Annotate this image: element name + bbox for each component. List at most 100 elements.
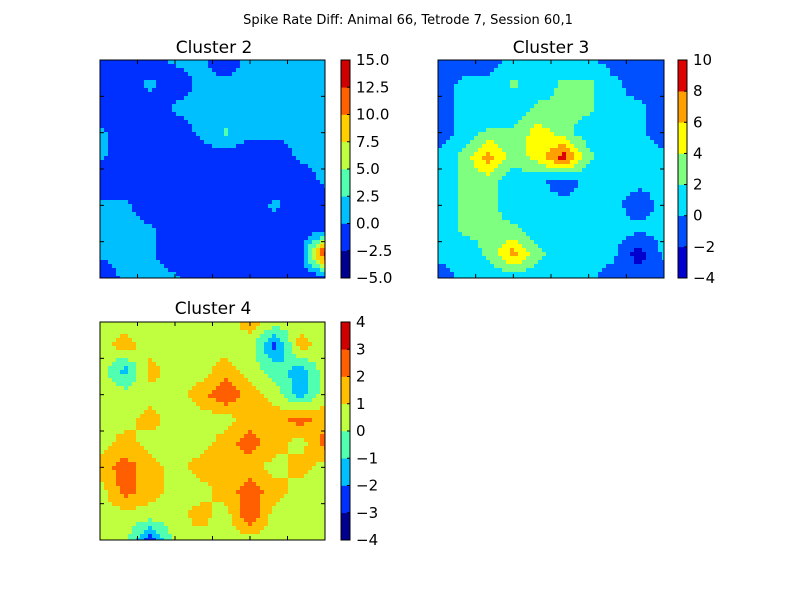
heatmap-cell <box>232 120 236 124</box>
heatmap-cell <box>124 76 128 80</box>
heatmap-cell <box>658 148 662 152</box>
heatmap-cell <box>546 176 550 180</box>
heatmap-cell <box>530 120 534 124</box>
heatmap-cell <box>462 184 466 188</box>
heatmap-cell <box>256 244 260 248</box>
heatmap-cell <box>168 60 172 64</box>
heatmap-cell <box>256 96 260 100</box>
heatmap-cell <box>554 108 558 112</box>
heatmap-cell <box>316 244 320 248</box>
heatmap-cell <box>304 244 308 248</box>
heatmap-cell <box>192 72 196 76</box>
heatmap-cell <box>538 76 542 80</box>
heatmap-cell <box>212 252 216 256</box>
heatmap-cell <box>650 128 654 132</box>
heatmap-cell <box>614 124 618 128</box>
heatmap-cell <box>658 64 662 68</box>
heatmap-cell <box>510 168 514 172</box>
heatmap-cell <box>220 248 224 252</box>
heatmap-cell <box>308 272 312 276</box>
heatmap-cell <box>308 164 312 168</box>
heatmap-cell <box>320 100 324 104</box>
heatmap-cell <box>192 116 196 120</box>
heatmap-cell <box>284 192 288 196</box>
heatmap-cell <box>308 264 312 268</box>
heatmap-cell <box>300 196 304 200</box>
heatmap-cell <box>208 272 212 276</box>
heatmap-cell <box>216 220 220 224</box>
heatmap-cell <box>168 216 172 220</box>
heatmap-cell <box>204 184 208 188</box>
heatmap-cell <box>244 140 248 144</box>
heatmap-cell <box>454 172 458 176</box>
heatmap-cell <box>590 112 594 116</box>
heatmap-cell <box>140 108 144 112</box>
heatmap-cell <box>494 72 498 76</box>
heatmap-cell <box>550 120 554 124</box>
heatmap-cell <box>212 160 216 164</box>
heatmap-cell <box>264 92 268 96</box>
heatmap-cell <box>458 120 462 124</box>
heatmap-cell <box>650 124 654 128</box>
heatmap-cell <box>470 120 474 124</box>
heatmap-cell <box>498 124 502 128</box>
heatmap-cell <box>514 68 518 72</box>
heatmap-cell <box>216 136 220 140</box>
heatmap-cell <box>320 124 324 128</box>
heatmap-cell <box>124 220 128 224</box>
heatmap-cell <box>316 68 320 72</box>
heatmap-cell <box>260 60 264 64</box>
heatmap-cell <box>248 124 252 128</box>
heatmap-cell <box>538 64 542 68</box>
heatmap-cell <box>570 152 574 156</box>
heatmap-cell <box>446 80 450 84</box>
heatmap-cell <box>526 128 530 132</box>
heatmap-cell <box>168 244 172 248</box>
heatmap-cell <box>546 156 550 160</box>
heatmap-cell <box>308 132 312 136</box>
heatmap-cell <box>542 88 546 92</box>
heatmap-cell <box>530 112 534 116</box>
heatmap-cell <box>260 236 264 240</box>
heatmap-cell <box>554 148 558 152</box>
heatmap-cell <box>200 248 204 252</box>
heatmap-cell <box>312 60 316 64</box>
heatmap-cell <box>240 184 244 188</box>
heatmap-cell <box>184 72 188 76</box>
heatmap-cell <box>618 132 622 136</box>
heatmap-cell <box>634 152 638 156</box>
heatmap-cell <box>304 176 308 180</box>
heatmap-cell <box>602 156 606 160</box>
heatmap-cell <box>184 188 188 192</box>
heatmap-cell <box>618 144 622 148</box>
heatmap-cell <box>630 140 634 144</box>
heatmap-cell <box>156 216 160 220</box>
heatmap-cell <box>530 84 534 88</box>
heatmap-cell <box>132 128 136 132</box>
heatmap-cell <box>602 96 606 100</box>
heatmap-cell <box>626 64 630 68</box>
heatmap-cell <box>132 60 136 64</box>
heatmap-cell <box>272 88 276 92</box>
heatmap-cell <box>300 224 304 228</box>
heatmap-cell <box>148 132 152 136</box>
heatmap-cell <box>276 160 280 164</box>
heatmap-cell <box>276 72 280 76</box>
heatmap-cell <box>136 96 140 100</box>
heatmap-cell <box>236 124 240 128</box>
heatmap-cell <box>120 88 124 92</box>
heatmap-cell <box>204 180 208 184</box>
heatmap-cell <box>144 172 148 176</box>
heatmap-cell <box>292 148 296 152</box>
heatmap-cell <box>120 96 124 100</box>
heatmap-cell <box>220 128 224 132</box>
heatmap-cell <box>518 140 522 144</box>
heatmap-cell <box>232 244 236 248</box>
heatmap-cell <box>172 272 176 276</box>
heatmap-cell <box>108 168 112 172</box>
heatmap-cell <box>212 136 216 140</box>
heatmap-cell <box>168 116 172 120</box>
heatmap-cell <box>188 116 192 120</box>
heatmap-cell <box>466 132 470 136</box>
heatmap-cell <box>510 120 514 124</box>
